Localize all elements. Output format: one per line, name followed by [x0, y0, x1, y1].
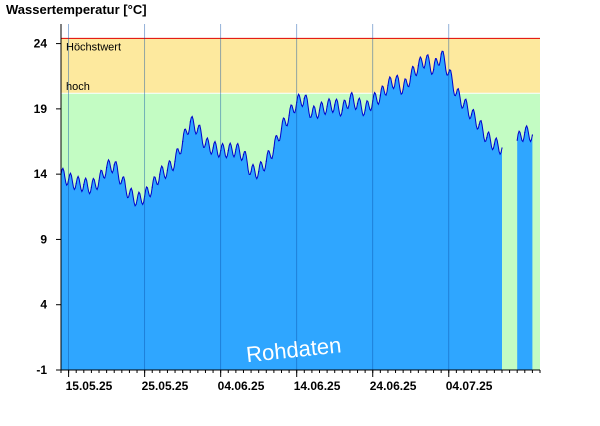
data-point [356, 103, 359, 105]
vertical-gridlines [68, 24, 450, 370]
data-point [182, 140, 184, 143]
data-point [189, 121, 191, 123]
band-label-hoechstwert: Höchstwert [66, 41, 121, 53]
data-point [394, 79, 397, 81]
data-point [493, 143, 495, 145]
data-point [250, 170, 252, 173]
data-point [288, 114, 290, 116]
data-point [364, 109, 366, 111]
data-point [136, 199, 138, 201]
axes [60, 24, 540, 371]
data-point [524, 131, 526, 133]
data-point [242, 154, 245, 156]
data-point [410, 75, 412, 77]
data-point [341, 109, 343, 111]
data-point [326, 105, 328, 107]
data-point [349, 97, 351, 99]
data-point [90, 186, 92, 188]
data-point [318, 109, 321, 111]
series-area [60, 50, 534, 370]
data-point [204, 143, 207, 145]
y-tick-label: 24 [34, 37, 48, 51]
data-point [440, 53, 442, 55]
data-point [402, 88, 404, 90]
data-point [531, 134, 534, 136]
x-tick-label: 25.05.25 [142, 379, 189, 393]
data-point [83, 184, 85, 186]
data-point [486, 137, 488, 139]
data-point [455, 92, 457, 94]
data-point [501, 147, 503, 149]
y-tick-label: 9 [40, 232, 47, 246]
band-0 [61, 38, 540, 94]
y-tick-label: 14 [34, 167, 48, 181]
data-point [311, 113, 313, 115]
y-tick-label: -1 [36, 363, 47, 377]
data-point [235, 148, 237, 150]
data-point [98, 180, 100, 182]
series-area-0 [61, 51, 502, 370]
data-point [334, 104, 336, 106]
data-point [463, 103, 465, 105]
data-point [303, 97, 305, 99]
band-label-hoch: hoch [66, 81, 90, 93]
data-point [121, 180, 123, 182]
data-point [273, 147, 275, 149]
data-point [227, 150, 229, 152]
data-point [258, 170, 260, 173]
data-point [113, 164, 115, 166]
data-point [212, 147, 214, 149]
x-tick-label: 04.06.25 [218, 379, 265, 393]
y-tick-label: 19 [34, 102, 48, 116]
data-point [417, 65, 419, 67]
y-axis-ticks: -1 4 9 14 19 24 [34, 37, 61, 377]
band-labels: Höchstwert hoch [66, 41, 121, 93]
data-point [280, 127, 283, 130]
data-point [516, 139, 518, 141]
x-axis-ticks: 15.05.25 25.05.25 04.06.25 14.06.25 24.06.25… [60, 370, 541, 393]
data-point [433, 69, 435, 71]
data-point [106, 167, 108, 169]
data-point [174, 160, 176, 162]
y-tick-label: 4 [40, 298, 47, 312]
chart-title: Wassertemperatur [°C] [6, 2, 147, 17]
data-point [197, 127, 199, 130]
data-point [387, 84, 389, 86]
data-point [425, 58, 427, 60]
x-tick-label: 04.07.25 [446, 379, 493, 393]
data-point [159, 173, 161, 175]
x-tick-label: 14.06.25 [294, 379, 341, 393]
data-point [471, 113, 473, 115]
data-point [166, 169, 168, 171]
data-point [151, 186, 153, 188]
data-point [75, 182, 77, 184]
data-point [265, 160, 267, 162]
x-tick-label: 24.06.25 [370, 379, 417, 393]
x-tick-label: 15.05.25 [66, 379, 113, 393]
data-point [379, 95, 381, 97]
series-area-1 [517, 125, 533, 370]
data-point [478, 123, 480, 126]
data-point [128, 193, 130, 195]
